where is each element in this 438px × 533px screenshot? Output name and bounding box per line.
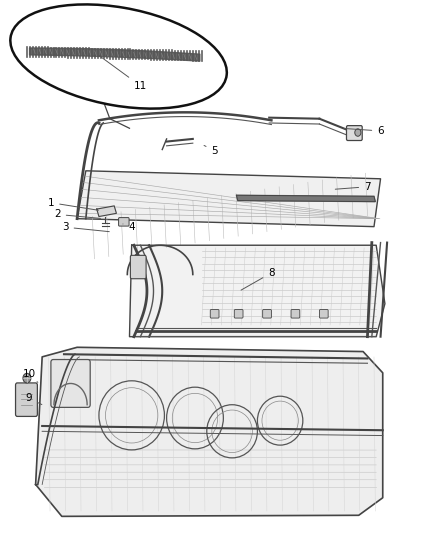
Polygon shape bbox=[130, 245, 385, 337]
FancyBboxPatch shape bbox=[119, 217, 129, 226]
Polygon shape bbox=[77, 171, 381, 227]
FancyBboxPatch shape bbox=[210, 310, 219, 318]
FancyBboxPatch shape bbox=[291, 310, 300, 318]
Ellipse shape bbox=[11, 4, 227, 109]
Circle shape bbox=[23, 373, 31, 383]
Polygon shape bbox=[97, 206, 117, 216]
Text: 6: 6 bbox=[344, 126, 384, 136]
Text: 5: 5 bbox=[204, 146, 218, 156]
FancyBboxPatch shape bbox=[234, 310, 243, 318]
FancyBboxPatch shape bbox=[15, 383, 37, 416]
Text: 2: 2 bbox=[54, 209, 101, 220]
Text: 1: 1 bbox=[48, 198, 99, 210]
FancyBboxPatch shape bbox=[346, 126, 362, 141]
FancyBboxPatch shape bbox=[131, 255, 146, 279]
Text: 10: 10 bbox=[22, 369, 38, 382]
Text: 7: 7 bbox=[336, 182, 371, 192]
Text: 3: 3 bbox=[62, 222, 109, 232]
Polygon shape bbox=[35, 348, 383, 516]
FancyBboxPatch shape bbox=[51, 360, 90, 407]
Circle shape bbox=[355, 129, 361, 136]
Text: 11: 11 bbox=[99, 55, 147, 91]
Text: 9: 9 bbox=[26, 393, 42, 405]
Polygon shape bbox=[237, 195, 375, 201]
FancyBboxPatch shape bbox=[263, 310, 272, 318]
FancyBboxPatch shape bbox=[319, 310, 328, 318]
Text: 4: 4 bbox=[123, 222, 135, 232]
Text: 8: 8 bbox=[241, 268, 275, 290]
